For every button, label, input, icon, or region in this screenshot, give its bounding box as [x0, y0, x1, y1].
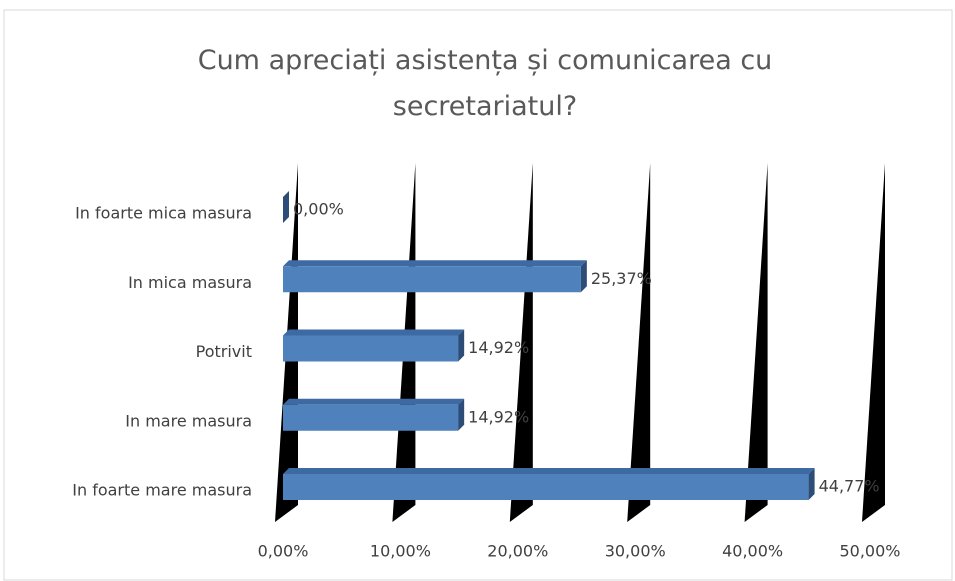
- x-tick-label: 50,00%: [839, 542, 900, 561]
- bar-top: [283, 260, 587, 267]
- x-tick-label: 40,00%: [722, 542, 783, 561]
- chart-border: [3, 9, 953, 581]
- value-label: 44,77%: [819, 477, 880, 496]
- bar-side: [458, 329, 465, 362]
- bar: [283, 474, 809, 500]
- x-tick-label: 0,00%: [258, 542, 309, 561]
- bar: [283, 335, 459, 362]
- bar-side: [283, 191, 289, 223]
- value-label: 25,37%: [591, 269, 652, 288]
- value-label: 14,92%: [468, 338, 529, 357]
- value-label: 14,92%: [468, 407, 529, 426]
- y-tick-label: In foarte mica masura: [75, 204, 252, 223]
- chart-title: Cum apreciați asistența și comunicarea c…: [197, 45, 773, 122]
- value-label: 0,00%: [293, 200, 344, 219]
- x-tick-label: 30,00%: [605, 542, 666, 561]
- bar: [283, 404, 459, 431]
- x-tick-label: 20,00%: [487, 542, 548, 561]
- grid-line: [862, 163, 885, 522]
- bar-top: [283, 468, 815, 474]
- bar-top: [283, 398, 465, 405]
- x-tick-label: 10,00%: [370, 542, 431, 561]
- bar-side: [580, 260, 587, 293]
- grid-line: [627, 163, 651, 522]
- y-tick-label: In mare masura: [125, 411, 252, 430]
- bar-side: [458, 398, 465, 431]
- bar-side: [808, 468, 815, 500]
- grid-line: [509, 163, 533, 522]
- bar-top: [283, 329, 465, 336]
- y-tick-label: In mica masura: [128, 273, 252, 292]
- grid-line: [744, 163, 768, 522]
- y-tick-label: Potrivit: [196, 342, 252, 361]
- y-tick-label: In foarte mare masura: [72, 481, 252, 500]
- bar: [283, 266, 581, 293]
